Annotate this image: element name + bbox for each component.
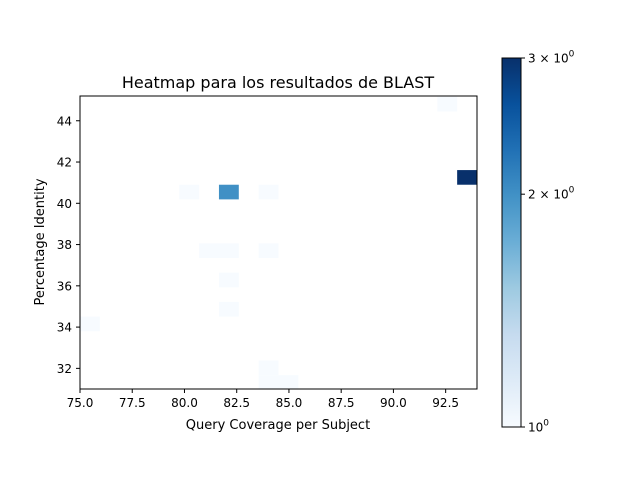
x-tick-label: 85.0 <box>276 396 303 410</box>
chart-title: Heatmap para los resultados de BLAST <box>122 73 435 92</box>
heatmap-cell-5 <box>218 272 239 288</box>
x-tick-label: 77.5 <box>119 396 146 410</box>
x-tick-label: 80.0 <box>171 396 198 410</box>
colorbar-tick-label: 3 × 100 <box>528 50 575 66</box>
plot-frame <box>79 95 478 390</box>
x-tick-label: 75.0 <box>67 396 94 410</box>
heatmap-cell-8 <box>258 243 279 258</box>
x-tick-label: 90.0 <box>380 396 407 410</box>
y-tick-label: 34 <box>57 321 72 335</box>
colorbar <box>501 57 522 428</box>
x-tick-label: 92.5 <box>432 396 459 410</box>
y-tick-label: 36 <box>57 279 72 293</box>
y-tick-label: 40 <box>57 197 72 211</box>
heatmap-cell-2 <box>199 243 219 258</box>
colorbar-ticks: 3 × 100 2 × 100 100 <box>521 50 575 435</box>
heatmap-cell-7 <box>258 184 279 200</box>
heatmap-cell-6 <box>218 301 239 317</box>
heatmap-cell-11 <box>278 375 299 389</box>
heatmap-cell-0 <box>80 316 100 332</box>
x-tick-label: 82.5 <box>223 396 250 410</box>
x-axis-ticks: 75.0 77.5 80.0 82.5 85.0 87.5 90.0 92.5 <box>67 389 459 410</box>
heatmap-cell-4 <box>218 243 239 258</box>
y-tick-label: 32 <box>57 362 72 376</box>
y-tick-label: 42 <box>57 156 72 170</box>
heatmap-cell-13 <box>457 170 477 185</box>
x-axis-label: Query Coverage per Subject <box>186 418 370 433</box>
heatmap-cell-10 <box>258 375 279 389</box>
colorbar-tick-label: 100 <box>528 419 549 435</box>
heatmap-cell-9 <box>258 360 279 376</box>
heatmap-cell-1 <box>179 184 200 200</box>
y-tick-label: 44 <box>57 114 72 128</box>
y-axis-ticks: 32 34 36 38 40 42 44 <box>57 114 80 376</box>
y-axis-label: Percentage Identity <box>33 178 48 305</box>
x-tick-label: 87.5 <box>328 396 355 410</box>
heatmap-cells <box>80 96 477 389</box>
heatmap-cell-12 <box>437 96 458 112</box>
heatmap-cell-3 <box>218 184 239 200</box>
colorbar-tick-label: 2 × 100 <box>528 186 575 202</box>
y-tick-label: 38 <box>57 238 72 252</box>
